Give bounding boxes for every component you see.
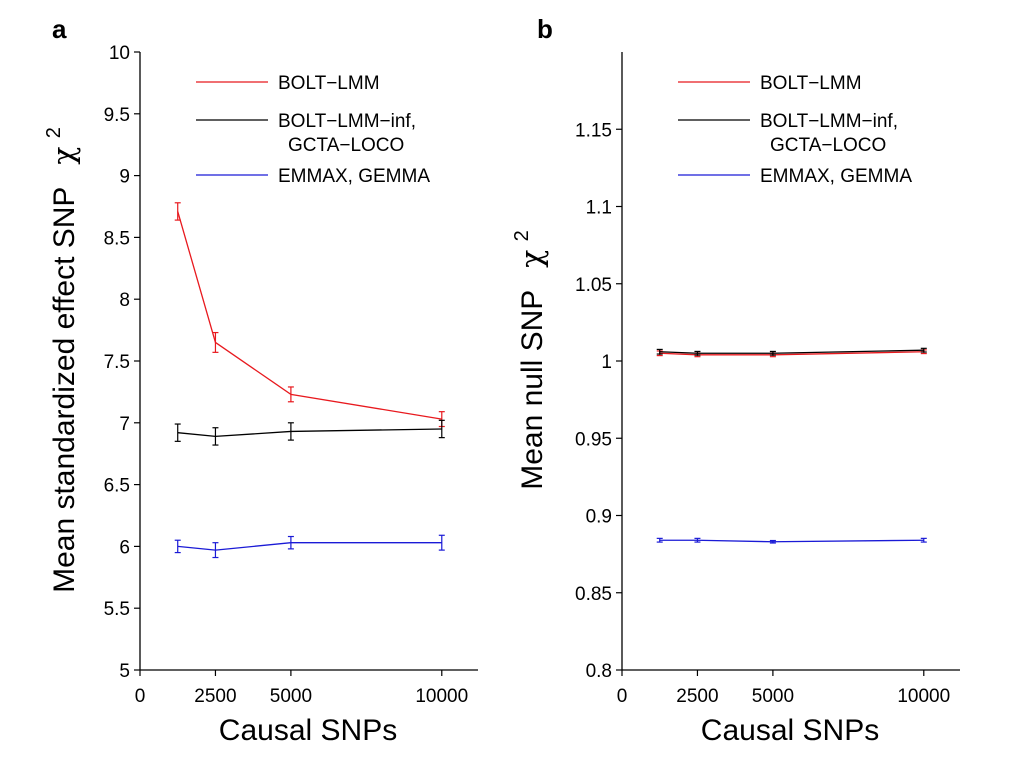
panel-b-axes: 0.8 0.85 0.9 0.95 1 1.05 1.1 1.15 0 2500 5000 10000 [575,52,960,707]
panel-b-legend-label-1: GCTA−LOCO [770,135,886,156]
panel-a-y-tick-label: 9.5 [104,105,130,126]
panel-a-error-bar [287,422,294,441]
panel-b-y-axis-label-sup: 2 [511,230,533,241]
panel-a-series-line-2 [177,542,442,551]
panel-a-x-tick-label: 0 [135,686,146,707]
panel-b-y-tick-label: 1.15 [575,120,612,141]
panel-b-y-tick-label: 0.95 [575,429,612,450]
panel-b-x-tick-label: 0 [617,686,628,707]
panel-b-series-line-1 [659,349,924,354]
panel-b-series-line-2 [659,539,924,543]
panel-b-y-axis-label: Mean null SNP χ 2 [511,230,550,490]
panel-a-y-axis-label-text: Mean standardized effect SNP [48,187,81,593]
panel-a-axes: 5 5.5 6 6.5 7 7.5 8 8.5 9 9.5 10 0 2500 5000 10000 [104,43,478,707]
panel-b-y-tick-label: 1 [601,352,612,373]
panel-b-series [656,347,927,544]
panel-b-series-line-0 [659,351,924,356]
panel-a-legend-label-2: EMMAX, GEMMA [278,166,430,187]
panel-a-error-bar [212,427,219,446]
panel-b-legend-label-1: BOLT−LMM−inf, [760,111,898,132]
panel-b-x-tick-label: 2500 [676,686,718,707]
panel-b-legend: BOLT−LMM BOLT−LMM−inf, GCTA−LOCO EMMAX, GEM… [678,73,912,187]
panel-a-error-bar [287,535,294,550]
panel-b-error-bar [694,537,701,543]
panel-a-error-bar [438,534,445,551]
panel-b-error-bar [769,350,776,356]
panel-a-x-tick-label: 2500 [194,686,236,707]
panel-a-y-tick-label: 7.5 [104,352,130,373]
panel-b-letter: b [537,14,553,44]
panel-a-y-tick-label: 6.5 [104,476,130,497]
panel-b-y-tick-label: 0.9 [586,507,612,528]
panel-b-error-bar [920,537,927,543]
panel-a-series [174,202,445,559]
panel-a-y-tick-label: 9 [119,167,130,188]
panel-a-x-axis-label: Causal SNPs [219,714,397,747]
panel-a-legend-label-1: GCTA−LOCO [288,135,404,156]
panel-b-y-tick-label: 1.05 [575,275,612,296]
panel-b-error-bar [694,350,701,356]
panel-a-x-tick-label: 5000 [270,686,312,707]
panel-a-legend: BOLT−LMM BOLT−LMM−inf, GCTA−LOCO EMMAX, GEM… [196,73,430,187]
panel-a-y-axis-label-symbol: χ [47,147,82,165]
panel-b-y-axis-label-text: Mean null SNP [516,290,549,490]
panel-b-y-tick-label: 1.1 [586,198,612,219]
panel-a-legend-label-0: BOLT−LMM [278,73,380,94]
panel-a-y-tick-label: 10 [109,43,130,64]
panel-b-error-bar [769,539,776,544]
panel-a-y-tick-label: 5.5 [104,599,130,620]
panel-b-error-bar [656,348,663,355]
panel-a-y-tick-label: 8.5 [104,228,130,249]
panel-a-error-bar [212,542,219,559]
panel-a-letter: a [52,14,67,44]
panel-a-series-line-1 [177,428,442,438]
panel-a-error-bar [212,331,219,353]
panel-b-y-tick-label: 0.8 [586,661,612,682]
panel-a-series-line-0 [177,211,442,420]
panel-a-error-bar [174,423,181,442]
panel-a-y-tick-label: 7 [119,414,130,435]
panel-a-y-tick-label: 6 [119,537,130,558]
panel-a-y-axis-label: Mean standardized effect SNP χ 2 [43,127,82,593]
panel-b: b 0.8 0.85 0.9 0.95 1 1.05 1.1 1.15 0 2500 5000 100… [511,14,960,747]
panel-b-y-tick-label: 0.85 [575,584,612,605]
panel-a-error-bar [287,386,294,403]
panel-b-y-axis-label-symbol: χ [515,250,550,268]
panel-a-y-axis-label-sup: 2 [43,127,65,138]
panel-a-y-tick-label: 5 [119,661,130,682]
panel-b-error-bar [920,347,927,353]
panel-a-error-bar [174,539,181,554]
panel-b-x-axis-label: Causal SNPs [701,714,879,747]
panel-a-error-bar [174,202,181,221]
panel-b-error-bar [656,537,663,543]
panel-a-y-tick-label: 8 [119,290,130,311]
panel-b-legend-label-2: EMMAX, GEMMA [760,166,912,187]
panel-a-error-bar [438,419,445,439]
panel-b-x-tick-label: 10000 [897,686,950,707]
panel-a-legend-label-1: BOLT−LMM−inf, [278,111,416,132]
panel-a: a 5 5.5 6 6.5 7 7.5 8 8.5 9 9.5 10 0 2500 5000 10000 B… [43,14,478,747]
panel-b-x-tick-label: 5000 [752,686,794,707]
panel-b-legend-label-0: BOLT−LMM [760,73,862,94]
panel-a-x-tick-label: 10000 [415,686,468,707]
